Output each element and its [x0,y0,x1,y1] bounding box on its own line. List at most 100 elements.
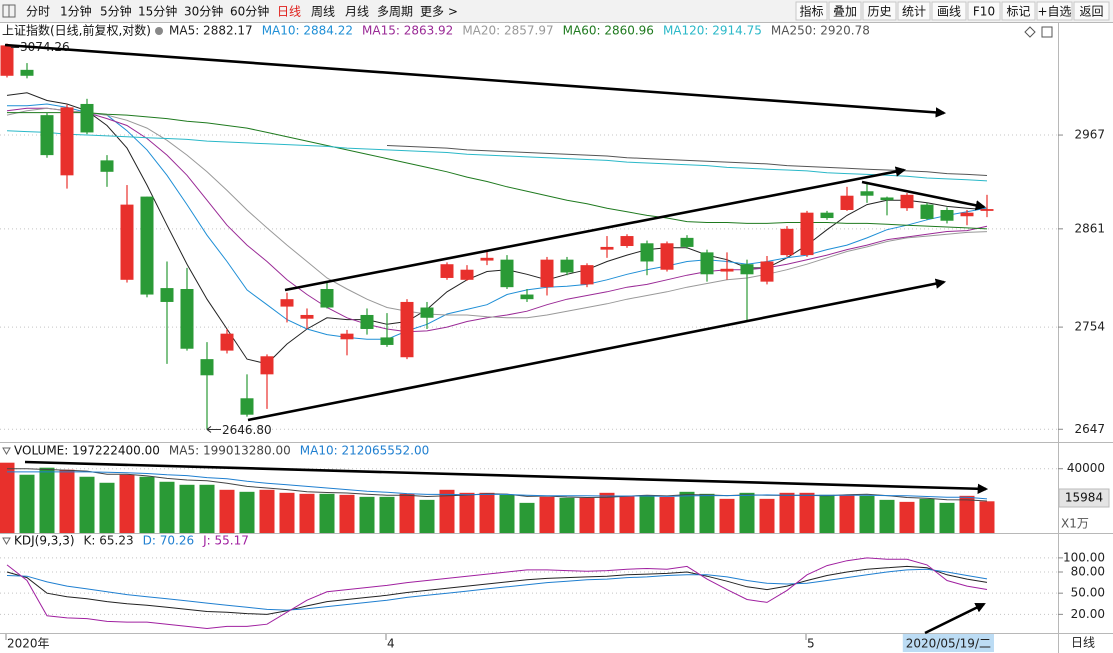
period-tab[interactable]: 更多 > [420,5,458,19]
volume-bar [559,497,575,533]
toolbar-button-label[interactable]: 历史 [867,5,891,19]
cursor-date: 2020/05/19/二 [906,637,991,651]
volume-bar [619,495,635,533]
legend-entry: MA20: 2857.97 [462,24,553,38]
volume-bar [59,469,75,533]
period-tab[interactable]: 多周期 [377,5,413,19]
volume-bar [379,496,395,533]
candle-body [500,259,514,288]
toolbar-button-label[interactable]: F10 [973,5,995,19]
trend-arrow [24,460,989,494]
volume-bar [979,501,995,533]
candle-body [260,356,274,375]
candle-body [680,237,694,247]
indicator-line [6,92,988,365]
cursor-date-box [902,634,994,652]
candle-body [900,194,914,209]
volume-bar [719,498,735,533]
toolbar-button[interactable] [1001,1,1036,21]
candle-body [420,307,434,318]
toolbar-button-label[interactable]: 统计 [902,5,926,19]
candle-body [840,195,854,210]
volume-bar [279,492,295,533]
toolbar-button[interactable] [828,1,862,21]
toolbar-icon[interactable] [1024,26,1036,38]
candle-body [920,204,934,219]
volume-bar [19,474,35,533]
chart-title: 上证指数(日线,前复权,对数) [2,23,151,38]
toolbar-button[interactable] [967,1,1001,21]
toolbar-icon[interactable] [1041,26,1053,38]
period-tab[interactable]: 月线 [345,5,369,19]
legend-entry: K: 65.23 [84,534,134,548]
candle-body [940,209,954,221]
panel-icon [2,447,11,455]
candle-body [40,115,54,156]
candle-body [220,333,234,351]
toolbar-button-label[interactable]: +自选 [1037,5,1071,19]
volume-bar [579,497,595,533]
y-tick-label: 2861 [1074,221,1105,235]
candle-body [860,191,874,196]
toolbar-button-label[interactable]: 标记 [1006,5,1030,19]
chart-title: VOLUME: 197222400.00 [14,444,160,458]
volume-bar [359,496,375,533]
volume-bar [399,493,415,533]
y-tick-label: 100.00 [1063,550,1105,564]
period-label: 日线 [1071,636,1095,650]
volume-bar [639,495,655,533]
candle-body [960,212,974,217]
toolbar-button[interactable] [1073,1,1110,21]
period-tab[interactable]: 60分钟 [230,4,269,19]
extreme-pointer [206,426,221,433]
toolbar-button[interactable] [897,1,931,21]
volume-bar [99,482,115,533]
period-tab[interactable]: 1分钟 [60,4,92,19]
toolbar-button[interactable] [862,1,897,21]
volume-bar [939,502,955,533]
toolbar-button-label[interactable]: 叠加 [833,5,857,19]
volume-bar [499,494,515,533]
volume-bar [739,492,755,533]
period-tab[interactable]: 周线 [311,5,335,19]
period-tab[interactable]: 日线 [277,5,301,19]
toolbar-button-label[interactable]: 返回 [1079,5,1103,19]
period-tab[interactable]: 5分钟 [100,4,132,19]
legend-entry: MA250: 2920.78 [771,24,870,38]
candle-body [380,337,394,345]
indicator-line [6,130,988,182]
candle-body [200,359,214,376]
x-tick-label: 2020年 [7,637,50,651]
volume-bar [659,496,675,533]
chart-title: KDJ(9,3,3) [14,534,75,548]
candle-body [400,301,414,358]
volume-bar [219,489,235,533]
unit-label: X1万 [1061,517,1089,531]
toolbar-button[interactable] [1036,1,1073,21]
volume-bar [779,492,795,533]
period-tab[interactable]: 15分钟 [138,4,177,19]
candle-body [100,160,114,172]
volume-bar [959,495,975,533]
volume-bar [479,492,495,533]
candle-body [440,264,454,278]
legend-entry: MA5: 199013280.00 [169,444,291,458]
toolbar-button-label[interactable]: 指标 [799,4,823,19]
toolbar-button[interactable] [795,1,828,21]
period-tab[interactable]: 分时 [26,5,50,19]
trend-arrow [861,180,987,211]
title-icon [155,27,163,35]
legend-entry: MA10: 2884.22 [262,24,353,38]
candle-body [240,398,254,415]
volume-bar [679,491,695,533]
legend-entry: MA10: 212065552.00 [300,444,430,458]
legend-entry: MA5: 2882.17 [169,24,253,38]
period-tab[interactable]: 30分钟 [184,4,223,19]
volume-bar [859,495,875,533]
toolbar-button[interactable] [931,1,967,21]
candle-body [740,264,754,275]
candle-body [180,289,194,349]
toolbar-button-label[interactable]: 画线 [937,5,961,19]
